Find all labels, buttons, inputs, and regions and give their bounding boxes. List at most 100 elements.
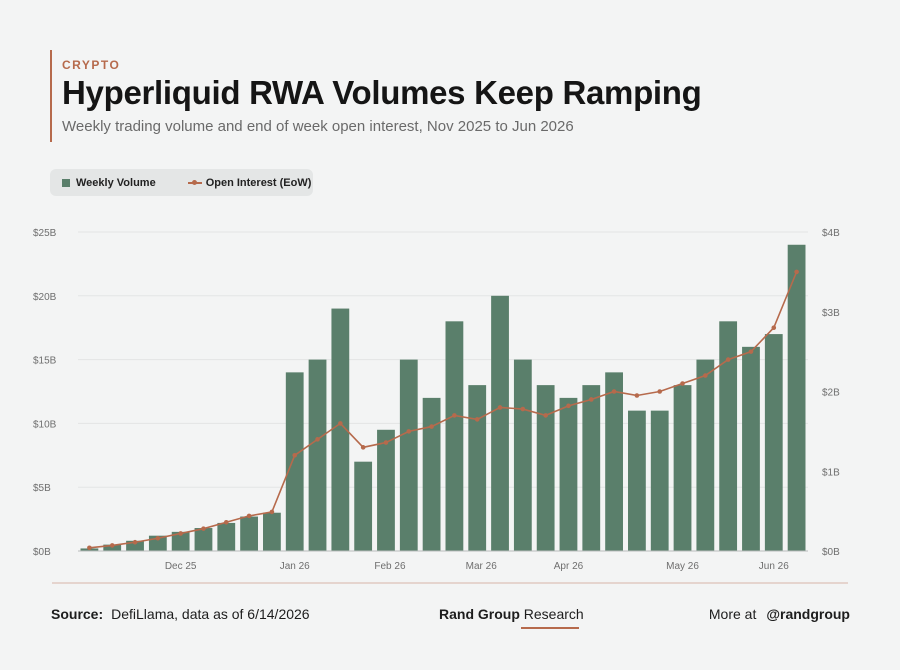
volume-bar [764,334,783,551]
volume-bar [263,512,281,551]
social-handle[interactable]: @randgroup [766,606,850,622]
open-interest-point [201,526,206,531]
chart-title: Hyperliquid RWA Volumes Keep Ramping [62,74,702,111]
x-tick-label: Mar 26 [466,561,498,572]
chart-legend: Weekly Volume Open Interest (EoW) [50,169,313,196]
volume-bar [787,244,806,551]
open-interest-point [611,389,617,394]
footer: Source: DefiLlama, data as of 6/14/2026 R… [0,600,900,630]
open-interest-point [680,381,685,386]
x-tick-label: Jan 26 [280,561,310,572]
open-interest-point [520,406,526,412]
volume-bar [605,372,623,551]
x-tick-label: Feb 26 [374,561,406,572]
volume-bar [468,385,487,551]
open-interest-point [223,519,229,525]
open-interest-point [246,513,252,519]
y-right-tick-label: $3B [822,308,840,319]
source-note: Source: DefiLlama, data as of 6/14/2026 [51,606,310,622]
volume-bar [536,385,555,551]
volume-bar [491,295,509,551]
open-interest-point [771,325,777,331]
open-interest-point [474,417,480,422]
y-right-tick-label: $2B [822,388,840,399]
open-interest-point [360,445,366,450]
volume-bar [103,544,122,551]
open-interest-point [429,424,434,429]
open-interest-point [703,373,708,378]
brand-name: Rand Group [439,606,520,622]
volume-bar [171,531,190,551]
x-tick-label: Apr 26 [554,561,584,572]
volume-bar [354,461,373,551]
volume-bar [445,321,464,551]
brand-mark: Rand Group Research [439,606,584,629]
open-interest-point [657,389,663,394]
open-interest-point [406,429,412,434]
open-interest-point [315,437,320,442]
volume-bar [399,359,418,551]
y-left-tick-label: $0B [33,547,51,558]
y-left-tick-label: $20B [33,292,57,303]
open-interest-point [748,349,754,354]
legend-bar-swatch [62,178,70,187]
open-interest-point [87,545,92,551]
y-left-tick-label: $15B [33,356,57,367]
volume-bar [582,385,601,551]
open-interest-line [89,271,798,549]
legend-volume-label: Weekly Volume [76,176,156,189]
volume-bar [217,522,236,551]
open-interest-point [497,405,503,410]
open-interest-point [383,440,389,445]
x-tick-label: Jun 26 [759,561,789,572]
y-right-tick-label: $4B [822,228,840,239]
open-interest-point [338,421,343,426]
legend-open-interest-label: Open Interest (EoW) [205,176,312,189]
source-label: Source: [51,606,104,622]
category-kicker: CRYPTO [62,58,121,72]
open-interest-point [634,393,640,398]
volume-bar [308,359,327,551]
volume-bar [377,429,395,551]
source-text: DefiLlama, data as of 6/14/2026 [111,606,310,622]
volume-bar [240,516,258,551]
open-interest-point [292,453,298,458]
legend-item-open-interest: Open Interest (EoW) [187,176,312,189]
brand-suffix: Research [523,606,584,622]
open-interest-point [543,413,548,418]
y-right-tick-label: $0B [822,547,840,558]
chart-canvas: $0B $5B $10B $15B $20B $25B $0B $1B $2B $3B $4B Dec… [33,228,848,584]
open-interest-point [109,543,115,548]
open-interest-point [452,413,457,418]
x-tick-label: May 26 [666,561,699,572]
legend-line-swatch [187,179,202,185]
chart-header: CRYPTO Hyperliquid RWA Volumes Keep Ramp… [50,50,702,142]
volume-bar [126,540,144,551]
open-interest-point [269,509,275,515]
volume-bar [422,397,441,551]
volume-bar [673,385,692,551]
y-right-tick-label: $1B [822,467,840,478]
more-at: More at @randgroup [709,606,850,622]
volume-bar [559,397,578,551]
open-interest-point [725,357,731,362]
volume-bar [650,410,669,551]
y-left-tick-label: $10B [33,419,57,430]
y-left-tick-label: $5B [33,483,51,494]
open-interest-point [155,535,161,541]
open-interest-point [178,531,183,536]
volume-bar [628,410,646,551]
volume-bar [331,308,350,551]
volume-bar [696,359,715,551]
chart-subtitle: Weekly trading volume and end of week op… [62,118,574,135]
volume-bar [285,372,304,551]
volume-bar [194,528,213,551]
brand-underline [521,627,579,629]
legend-item-volume: Weekly Volume [62,177,156,189]
volume-bar [719,321,738,551]
open-interest-point [132,539,138,545]
more-label: More at [708,606,757,622]
open-interest-point [794,269,799,275]
x-tick-label: Dec 25 [165,561,197,572]
y-left-tick-label: $25B [33,228,57,239]
